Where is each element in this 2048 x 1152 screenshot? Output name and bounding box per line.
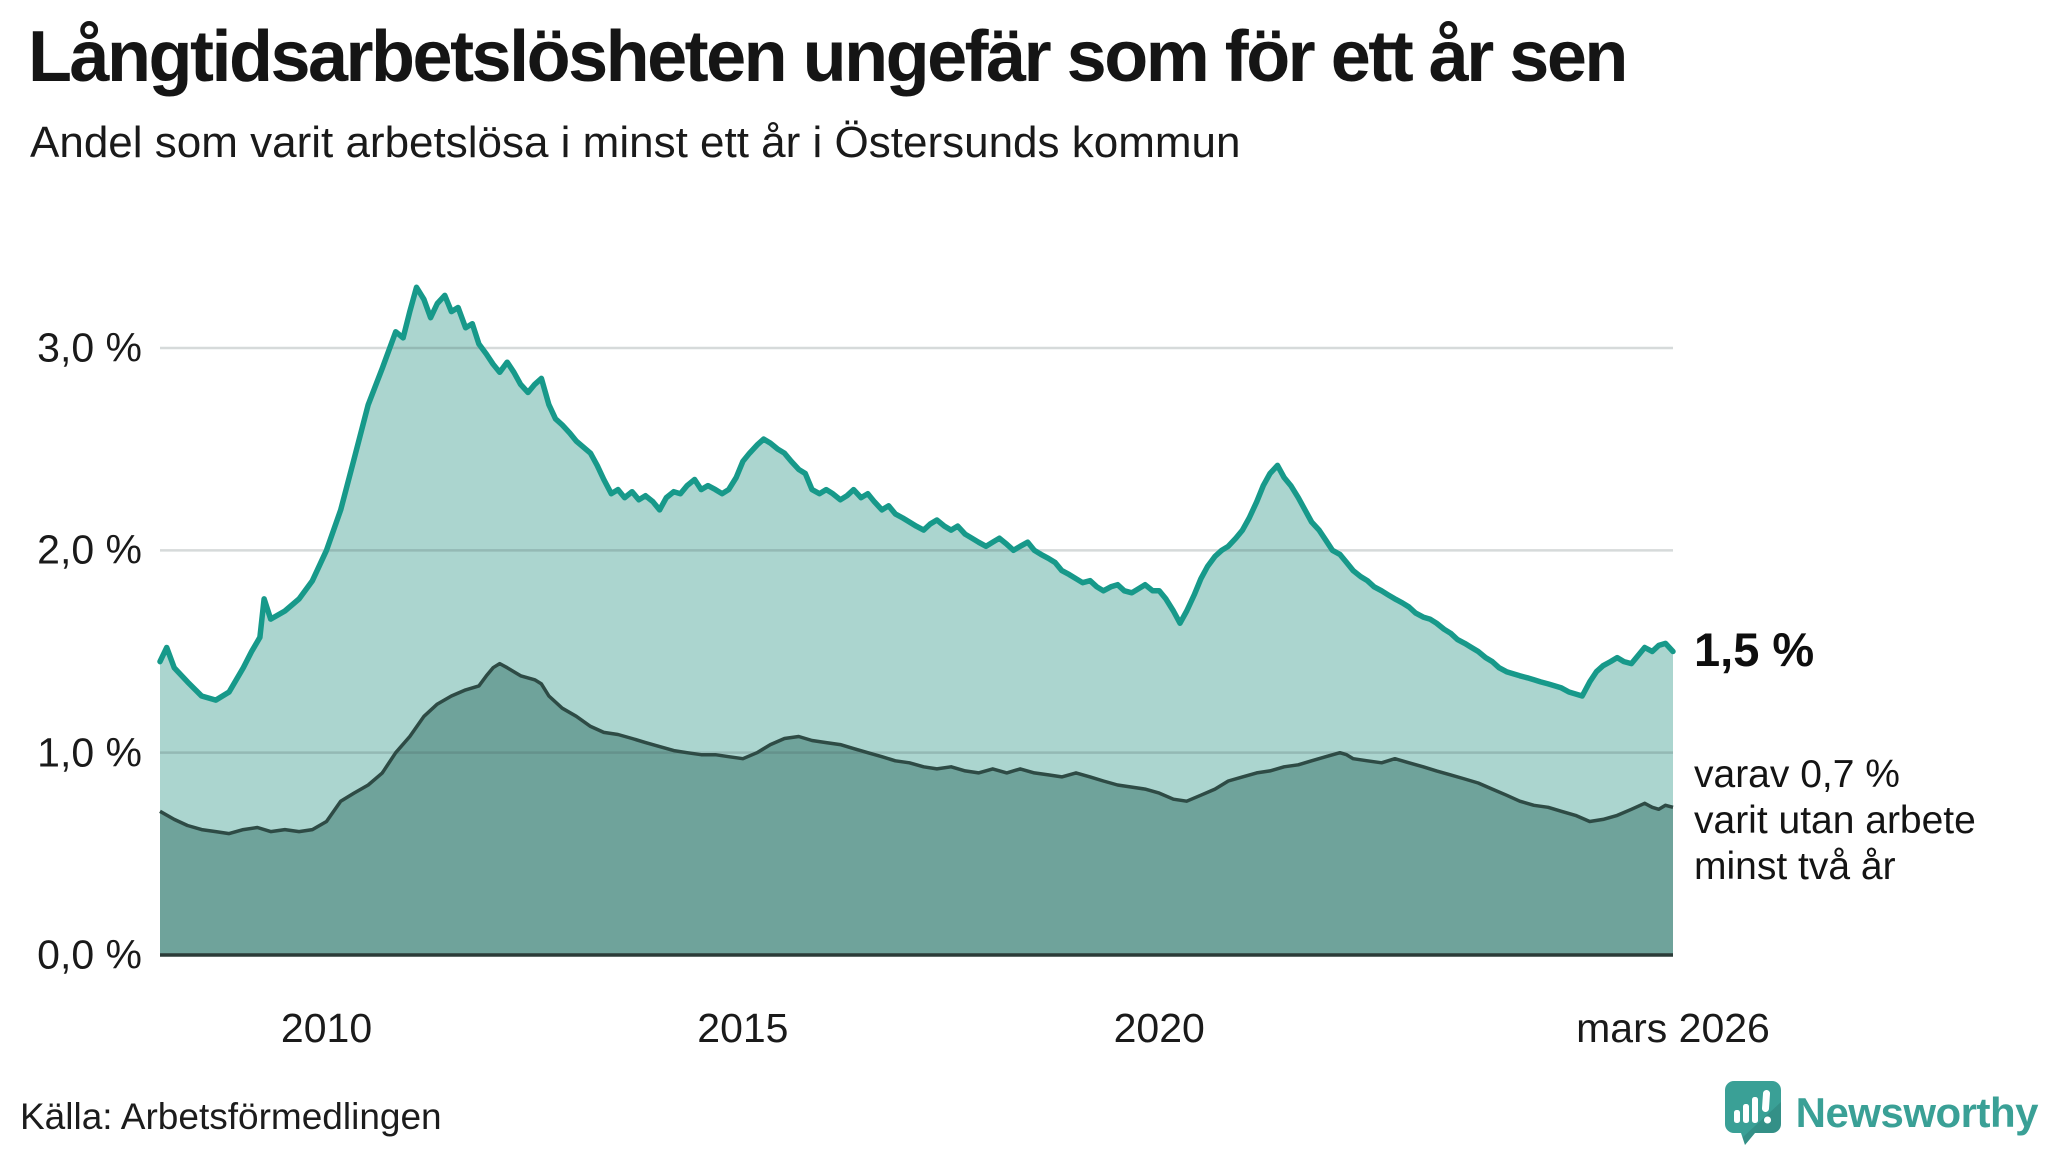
page-title: Långtidsarbetslösheten ungefär som för e… bbox=[28, 17, 1628, 97]
newsworthy-logo: Newsworthy bbox=[1724, 1080, 2039, 1146]
annotation-line: minst två år bbox=[1694, 845, 1896, 888]
x-tick-label: mars 2026 bbox=[1576, 1005, 1770, 1051]
x-tick-label: 2015 bbox=[697, 1005, 789, 1051]
series-end-label-two-years: varav 0,7 % varit utan arbete minst två år bbox=[1694, 752, 1976, 890]
newsworthy-wordmark: Newsworthy bbox=[1795, 1089, 2039, 1136]
chart-subtitle: Andel som varit arbetslösa i minst ett å… bbox=[30, 118, 1241, 167]
annotation-line: varit utan arbete bbox=[1694, 799, 1976, 842]
y-tick-label: 1,0 % bbox=[37, 729, 142, 776]
newsworthy-bubble-chart-icon bbox=[1724, 1081, 1781, 1145]
y-tick-label: 2,0 % bbox=[37, 526, 142, 573]
series-end-label-one-year: 1,5 % bbox=[1694, 622, 1815, 676]
source-caption: Källa: Arbetsförmedlingen bbox=[20, 1096, 442, 1137]
x-tick-label: 2010 bbox=[280, 1005, 373, 1051]
area-fill-two-years bbox=[160, 663, 1673, 955]
line-two-years bbox=[159, 661, 1674, 836]
x-tick-label: 2020 bbox=[1113, 1005, 1205, 1051]
y-tick-label: 3,0 % bbox=[37, 324, 142, 371]
line-one-year bbox=[157, 284, 1676, 703]
annotation-line: varav 0,7 % bbox=[1694, 753, 1900, 796]
y-tick-label: 0,0 % bbox=[37, 931, 142, 978]
